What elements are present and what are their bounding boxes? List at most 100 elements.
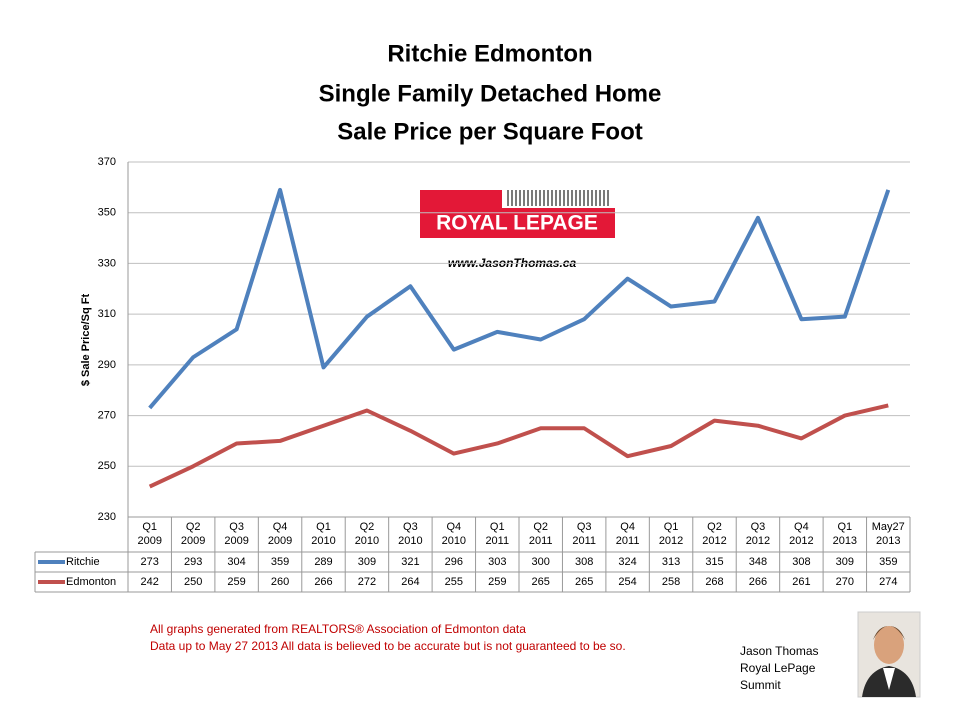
data-label: 303 [488,556,506,568]
logo: ROYAL LEPAGE www.JasonThomas.ca [420,190,615,270]
data-label: 308 [575,556,593,568]
data-label: 304 [227,556,245,568]
photo-hair [873,626,905,640]
photo-shirt [883,668,895,690]
x-tick-label: 2013 [876,535,900,547]
data-label: 348 [749,556,767,568]
data-label: 272 [358,576,376,588]
x-tick-label: Q2 [533,521,548,533]
series-line [148,187,891,410]
x-tick-label: 2012 [789,535,813,547]
x-tick-label: Q2 [186,521,201,533]
y-tick-label: 250 [98,460,116,472]
x-tick-label: 2009 [137,535,161,547]
data-label: 266 [749,576,767,588]
data-label: 261 [792,576,810,588]
x-tick-label: May27 [872,521,905,533]
data-label: 289 [314,556,332,568]
x-tick-label: 2010 [398,535,422,547]
x-tick-label: Q2 [707,521,722,533]
data-label: 296 [445,556,463,568]
data-label: 254 [618,576,636,588]
agent-text: Summit [740,678,781,692]
data-label: 265 [575,576,593,588]
x-tick-label: Q1 [142,521,157,533]
data-label: 313 [662,556,680,568]
x-tick-label: 2012 [659,535,683,547]
x-tick-label: Q2 [360,521,375,533]
data-label: 359 [271,556,289,568]
data-label: 259 [488,576,506,588]
y-axis-label: $ Sale Price/Sq Ft [80,294,92,387]
y-tick-label: 290 [98,359,116,371]
data-label: 308 [792,556,810,568]
x-tick-label: 2010 [311,535,335,547]
agent-photo [857,611,921,698]
photo-face [874,626,904,664]
y-tick-label: 350 [98,207,116,219]
footer-note: Data up to May 27 2013 All data is belie… [150,639,626,653]
x-tick-label: 2009 [268,535,292,547]
y-tick-label: 370 [98,156,116,168]
y-tick-label: 310 [98,308,116,320]
x-tick-label: 2010 [355,535,379,547]
logo-block [420,190,502,208]
data-label: 293 [184,556,202,568]
x-tick-label: 2011 [616,535,640,547]
x-tick-label: 2009 [224,535,248,547]
data-label: 258 [662,576,680,588]
data-label: 273 [141,556,159,568]
data-label: 270 [836,576,854,588]
agent-text: Royal LePage [740,661,816,675]
data-label: 359 [879,556,897,568]
chart-title: Ritchie Edmonton [387,40,592,67]
x-tick-label: Q3 [403,521,418,533]
x-tick-label: Q3 [577,521,592,533]
data-label: 242 [141,576,159,588]
legend-label: Edmonton [66,576,116,588]
x-tick-label: Q4 [794,521,809,533]
data-label: 260 [271,576,289,588]
data-label: 300 [532,556,550,568]
data-label: 250 [184,576,202,588]
data-label: 309 [836,556,854,568]
x-tick-label: 2012 [746,535,770,547]
x-tick-label: Q4 [620,521,635,533]
logo-text: ROYAL LEPAGE [436,212,598,235]
logo-stripes [507,190,609,206]
y-tick-label: 230 [98,511,116,523]
x-tick-label: 2009 [181,535,205,547]
x-tick-label: Q1 [490,521,505,533]
x-tick-label: Q3 [229,521,244,533]
x-tick-label: 2011 [572,535,596,547]
data-label: 321 [401,556,419,568]
x-tick-label: Q4 [446,521,461,533]
data-label: 255 [445,576,463,588]
data-label: 274 [879,576,897,588]
agent-text: Jason Thomas [740,644,819,658]
data-label: 264 [401,576,419,588]
x-tick-label: 2011 [485,535,509,547]
x-tick-label: 2010 [442,535,466,547]
chart-title: Single Family Detached Home [319,80,662,107]
legend-label: Ritchie [66,556,100,568]
footer-note: All graphs generated from REALTORS® Asso… [150,622,526,636]
data-label: 265 [532,576,550,588]
x-tick-label: Q4 [273,521,288,533]
chart-title: Sale Price per Square Foot [337,118,642,145]
data-label: 259 [227,576,245,588]
y-tick-label: 270 [98,409,116,421]
x-tick-label: 2012 [702,535,726,547]
x-tick-label: Q1 [664,521,679,533]
x-tick-label: 2011 [529,535,553,547]
x-tick-label: 2013 [833,535,857,547]
x-tick-label: Q1 [316,521,331,533]
data-label: 309 [358,556,376,568]
data-label: 266 [314,576,332,588]
data-label: 268 [705,576,723,588]
x-tick-label: Q1 [837,521,852,533]
data-label: 315 [705,556,723,568]
data-label: 324 [618,556,636,568]
